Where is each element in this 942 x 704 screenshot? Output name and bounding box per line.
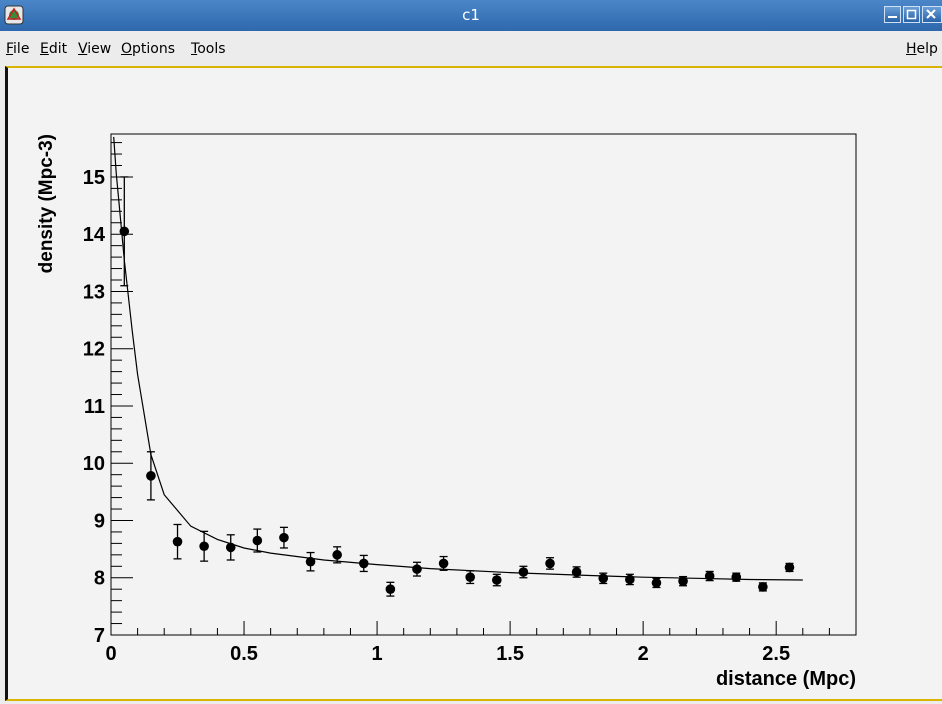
data-point: [784, 562, 795, 573]
y-tick-label: 10: [83, 453, 105, 475]
x-tick-label: 0.5: [230, 643, 258, 665]
data-point: [465, 572, 475, 582]
y-axis-label: density (Mpc-3): [36, 134, 57, 273]
minimize-icon: [888, 16, 897, 18]
y-tick-label: 12: [83, 339, 105, 361]
data-point: [305, 556, 316, 567]
menu-tools[interactable]: Tools: [191, 41, 226, 57]
data-point: [412, 564, 422, 574]
data-point: [172, 536, 183, 547]
menu-view[interactable]: View: [78, 41, 112, 57]
data-point: [385, 584, 396, 594]
root-app-icon[interactable]: [4, 5, 24, 25]
maximize-button[interactable]: [903, 6, 920, 23]
close-icon: [926, 9, 936, 19]
data-point: [731, 572, 742, 582]
y-tick-label: 9: [94, 510, 105, 532]
x-tick-label: 2.5: [762, 643, 790, 665]
data-point: [438, 558, 449, 569]
x-tick-label: 2: [638, 643, 649, 665]
data-point: [678, 576, 688, 586]
menu-options[interactable]: Options: [121, 41, 176, 57]
plot-frame: [110, 133, 857, 636]
data-point: [119, 226, 130, 237]
density-plot: 0 0.5 1 1.5 2 2.5 7 8 9 10 11 12 13 14 15 distance (Mpc…: [36, 133, 857, 690]
menu-edit[interactable]: Edit: [40, 41, 68, 57]
y-tick-label: 11: [84, 396, 105, 418]
data-point: [492, 575, 502, 585]
x-tick-label: 1.5: [496, 643, 524, 665]
close-button[interactable]: [922, 6, 942, 23]
root-canvas[interactable]: 0 0.5 1 1.5 2 2.5 7 8 9 10 11 12 13 14 15 distance (Mpc…: [5, 66, 942, 701]
y-tick-label: 13: [83, 281, 105, 303]
data-point: [332, 550, 342, 560]
minimize-button[interactable]: [884, 6, 901, 23]
data-point: [146, 471, 156, 481]
y-tick-label: 7: [94, 625, 105, 647]
menu-help[interactable]: Help: [906, 41, 938, 57]
menu-bar: File Edit View Options Tools Help: [0, 31, 942, 65]
x-axis-label: distance (Mpc): [716, 668, 856, 690]
data-point: [199, 541, 209, 552]
y-tick-label: 14: [83, 224, 106, 246]
y-tick-label: 8: [94, 568, 105, 590]
menu-file[interactable]: File: [6, 41, 30, 57]
fit-curve: [113, 136, 803, 581]
data-point: [704, 571, 715, 581]
data-point: [252, 535, 263, 546]
y-tick-label: 15: [83, 167, 105, 189]
data-point: [598, 573, 609, 584]
data-point: [651, 578, 662, 588]
data-point: [225, 542, 236, 553]
maximize-icon: [906, 9, 917, 20]
data-point: [279, 532, 289, 543]
data-point: [758, 582, 768, 592]
data-point: [625, 574, 635, 585]
window-titlebar: c1: [0, 0, 942, 31]
window-title: c1: [462, 6, 480, 24]
data-point: [571, 567, 582, 577]
x-tick-label: 0: [105, 643, 116, 665]
data-point: [518, 567, 529, 577]
data-point: [545, 558, 555, 569]
data-point: [358, 558, 369, 569]
x-tick-label: 1: [372, 643, 383, 665]
